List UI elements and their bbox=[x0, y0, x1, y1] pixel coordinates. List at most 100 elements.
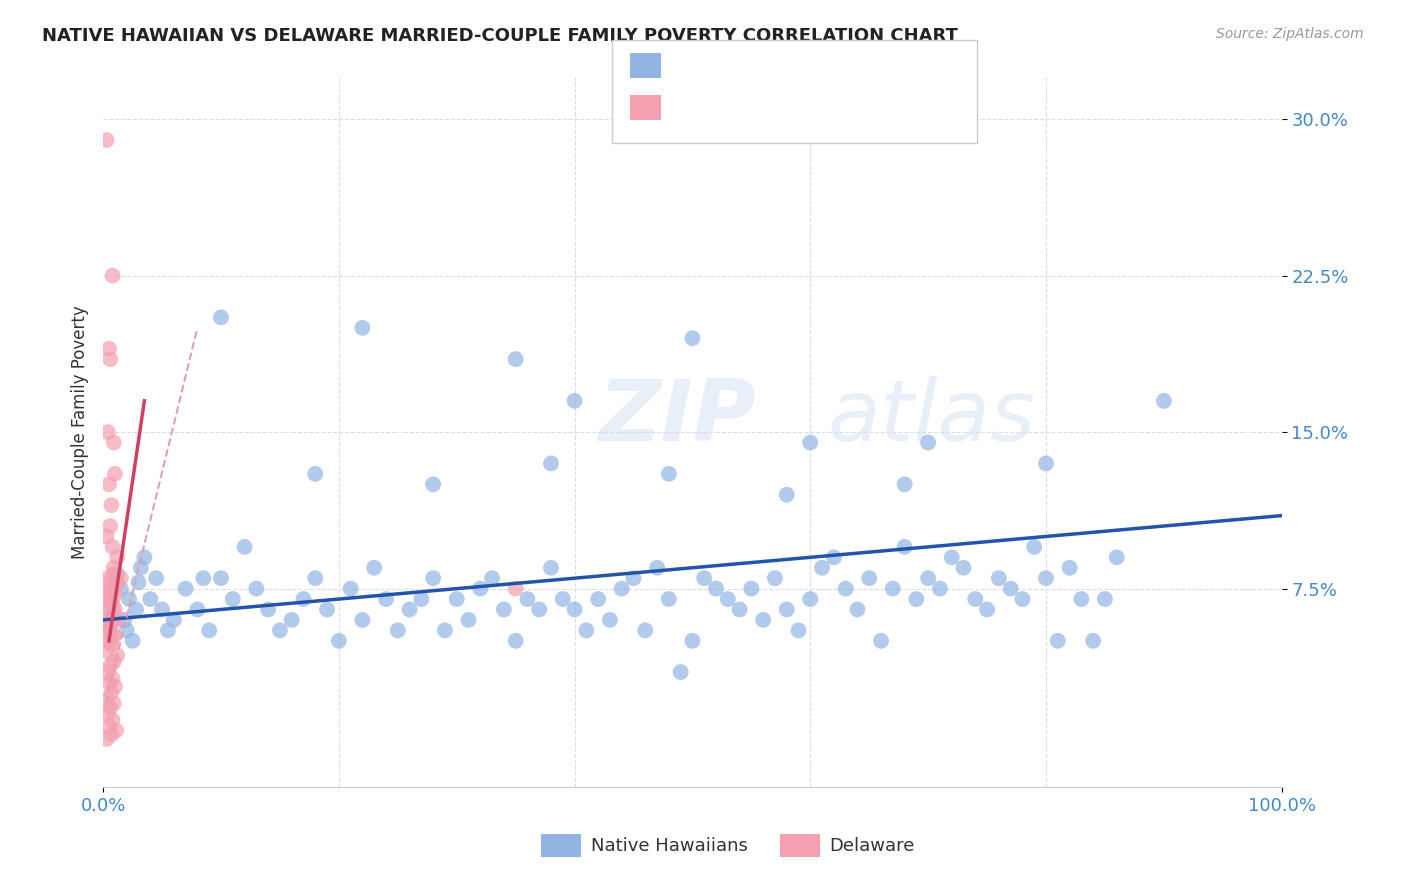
Point bbox=[787, 624, 810, 638]
Point bbox=[110, 571, 132, 585]
Point bbox=[1035, 457, 1057, 471]
Point bbox=[269, 624, 291, 638]
Point bbox=[728, 602, 751, 616]
Point bbox=[139, 592, 162, 607]
Text: ZIP: ZIP bbox=[598, 376, 756, 459]
Point bbox=[97, 706, 120, 721]
Point bbox=[776, 602, 799, 616]
Point bbox=[98, 700, 121, 714]
Point bbox=[328, 633, 350, 648]
Point bbox=[316, 602, 339, 616]
Y-axis label: Married-Couple Family Poverty: Married-Couple Family Poverty bbox=[72, 305, 89, 559]
Point bbox=[97, 617, 120, 632]
Text: N =: N = bbox=[773, 99, 810, 117]
Point bbox=[163, 613, 186, 627]
Point bbox=[98, 582, 121, 596]
Point bbox=[96, 529, 118, 543]
Point bbox=[193, 571, 215, 585]
Point bbox=[1059, 561, 1081, 575]
Point bbox=[387, 624, 409, 638]
Point bbox=[96, 692, 118, 706]
Point bbox=[96, 602, 118, 616]
Point bbox=[398, 602, 420, 616]
Point bbox=[125, 602, 148, 616]
Point bbox=[98, 477, 121, 491]
Text: Source: ZipAtlas.com: Source: ZipAtlas.com bbox=[1216, 27, 1364, 41]
Point bbox=[505, 633, 527, 648]
Point bbox=[198, 624, 221, 638]
Point bbox=[98, 575, 121, 590]
Point bbox=[540, 561, 562, 575]
Point bbox=[104, 680, 127, 694]
Point bbox=[96, 133, 118, 147]
Point bbox=[100, 596, 122, 610]
Point bbox=[121, 633, 143, 648]
Point bbox=[917, 571, 939, 585]
Point bbox=[101, 596, 124, 610]
Point bbox=[96, 644, 118, 658]
Point bbox=[882, 582, 904, 596]
Point bbox=[129, 561, 152, 575]
Point bbox=[97, 588, 120, 602]
Text: 0.233: 0.233 bbox=[720, 56, 773, 74]
Point bbox=[97, 571, 120, 585]
Point bbox=[834, 582, 856, 596]
Point bbox=[145, 571, 167, 585]
Point bbox=[100, 728, 122, 742]
Point bbox=[104, 467, 127, 481]
Point bbox=[564, 393, 586, 408]
Point bbox=[599, 613, 621, 627]
Point bbox=[763, 571, 786, 585]
Point bbox=[352, 613, 374, 627]
Point bbox=[127, 575, 149, 590]
Point bbox=[150, 602, 173, 616]
Point bbox=[575, 624, 598, 638]
Point bbox=[105, 723, 128, 738]
Point bbox=[100, 617, 122, 632]
Text: 58: 58 bbox=[807, 99, 830, 117]
Point bbox=[811, 561, 834, 575]
Point bbox=[505, 352, 527, 367]
Point bbox=[233, 540, 256, 554]
Text: N =: N = bbox=[773, 56, 810, 74]
Point bbox=[209, 571, 232, 585]
Point bbox=[363, 561, 385, 575]
Point bbox=[103, 697, 125, 711]
Point bbox=[101, 268, 124, 283]
Point bbox=[98, 675, 121, 690]
Point bbox=[118, 592, 141, 607]
Point bbox=[917, 435, 939, 450]
Point bbox=[105, 613, 128, 627]
Point bbox=[1046, 633, 1069, 648]
Text: R =: R = bbox=[678, 56, 714, 74]
Point bbox=[98, 624, 121, 638]
Point bbox=[823, 550, 845, 565]
Point bbox=[893, 540, 915, 554]
Point bbox=[105, 575, 128, 590]
Text: 106: 106 bbox=[807, 56, 842, 74]
Point bbox=[110, 582, 132, 596]
Point bbox=[98, 658, 121, 673]
Point bbox=[987, 571, 1010, 585]
Point bbox=[433, 624, 456, 638]
Point bbox=[470, 582, 492, 596]
Point bbox=[752, 613, 775, 627]
Point bbox=[1081, 633, 1104, 648]
Point bbox=[870, 633, 893, 648]
Point bbox=[1153, 393, 1175, 408]
Point bbox=[658, 592, 681, 607]
Point bbox=[505, 582, 527, 596]
Point bbox=[103, 435, 125, 450]
Point bbox=[846, 602, 869, 616]
Point bbox=[100, 686, 122, 700]
Point bbox=[101, 713, 124, 727]
Point bbox=[704, 582, 727, 596]
Point bbox=[776, 488, 799, 502]
Point bbox=[422, 571, 444, 585]
Point bbox=[280, 613, 302, 627]
Point bbox=[156, 624, 179, 638]
Point bbox=[98, 342, 121, 356]
Point bbox=[976, 602, 998, 616]
Point bbox=[98, 592, 121, 607]
Point bbox=[481, 571, 503, 585]
